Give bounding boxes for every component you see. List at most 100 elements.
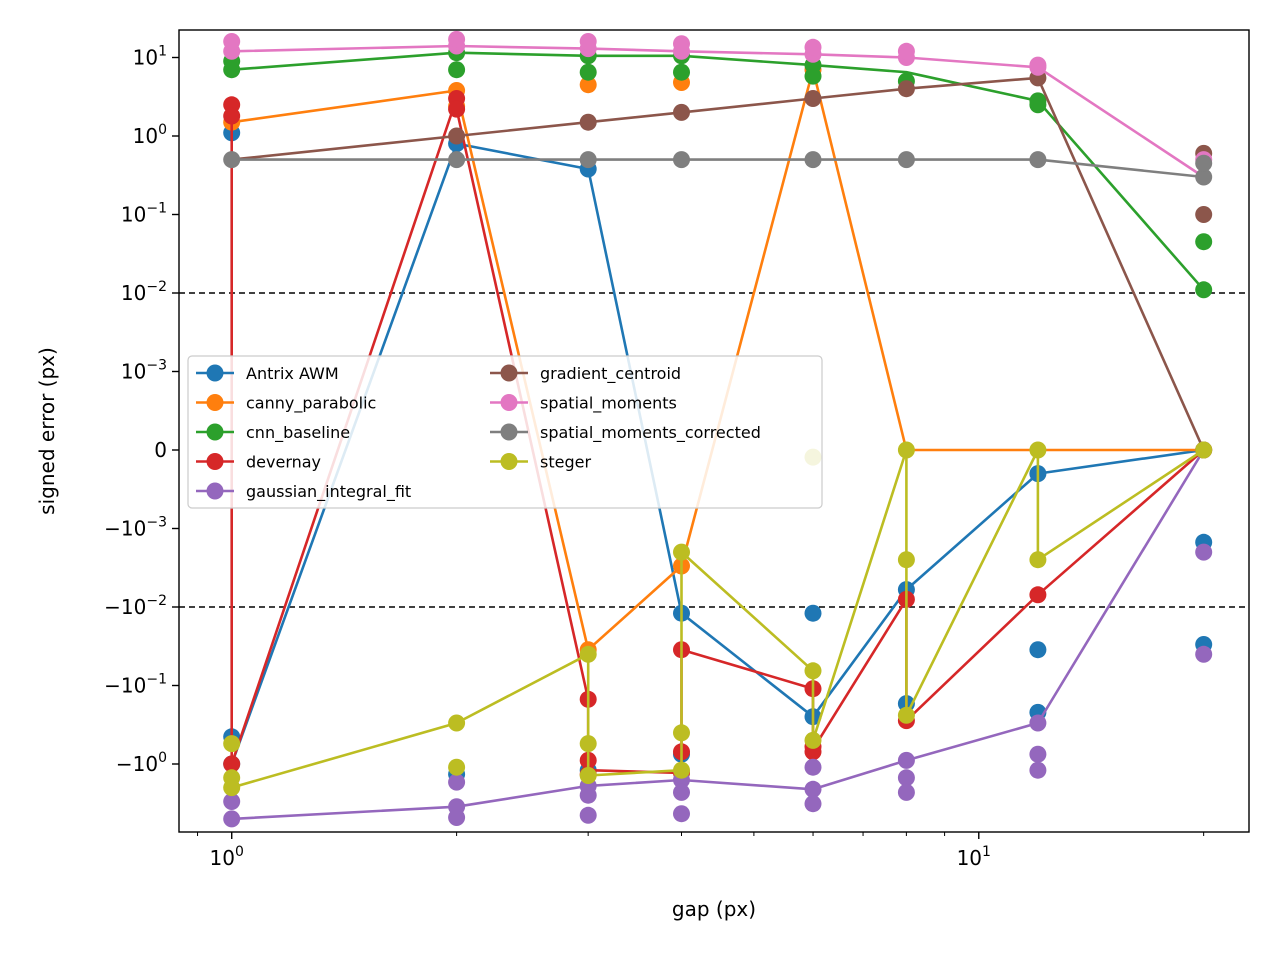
data-point [673, 103, 690, 121]
legend-item: spatial_moments_corrected [490, 423, 761, 443]
legend-marker [206, 482, 224, 500]
data-point [579, 63, 597, 81]
legend-label: spatial_moments [540, 394, 677, 414]
data-point [673, 783, 690, 801]
series-line [231, 76, 1205, 451]
x-axis-title: gap (px) [672, 897, 756, 921]
data-point [897, 42, 915, 60]
data-point [897, 80, 915, 98]
data-point [673, 805, 690, 823]
data-point [448, 100, 466, 118]
data-point [673, 761, 690, 779]
data-point [673, 63, 690, 81]
legend-item: devernay [196, 453, 321, 472]
data-point [804, 795, 822, 813]
legend-marker [500, 364, 518, 382]
data-point [223, 755, 241, 773]
data-point [1029, 551, 1047, 569]
data-point [223, 33, 241, 50]
data-point [804, 151, 822, 169]
legend-marker [500, 453, 518, 470]
data-point [1195, 154, 1213, 172]
legend-label: gradient_centroid [540, 364, 681, 384]
data-point [804, 604, 822, 622]
data-point [448, 758, 466, 776]
legend-item: canny_parabolic [196, 394, 376, 414]
data-point [1029, 586, 1047, 604]
plot-area [178, 29, 1250, 833]
data-point [1029, 441, 1047, 459]
data-point [448, 30, 466, 48]
legend-marker [206, 394, 224, 411]
data-point [579, 76, 597, 94]
plot-frame [178, 29, 1250, 833]
legend-marker [206, 453, 224, 470]
data-point [448, 714, 466, 732]
data-point [579, 806, 597, 824]
data-point [223, 151, 241, 169]
data-point [223, 735, 241, 753]
data-point [1195, 206, 1213, 223]
series-line [231, 158, 1204, 179]
data-point [579, 33, 597, 50]
legend-marker [206, 364, 224, 382]
legend-label: gaussian_integral_fit [246, 482, 411, 502]
data-point [1029, 714, 1047, 732]
y-tick-label: 0 [154, 438, 167, 462]
data-point [223, 779, 241, 797]
data-point [579, 151, 597, 169]
series [223, 449, 1213, 828]
data-point [448, 61, 466, 79]
data-point [673, 724, 690, 742]
data-point [673, 35, 690, 53]
data-point [1195, 168, 1213, 186]
data-point [673, 543, 690, 561]
data-point [1029, 92, 1047, 110]
legend-item: gradient_centroid [490, 364, 681, 384]
data-point [448, 773, 466, 791]
data-point [1029, 745, 1047, 763]
legend-item: cnn_baseline [196, 423, 350, 443]
series [223, 441, 1213, 797]
data-point [804, 758, 822, 776]
data-point [223, 107, 241, 125]
legend-label: devernay [246, 453, 321, 472]
y-tick-label: −10−1 [104, 672, 167, 698]
data-point [1029, 641, 1047, 659]
data-point [897, 769, 915, 787]
data-point [448, 809, 466, 826]
legend-item: Antrix AWM [196, 364, 339, 383]
series [223, 151, 1213, 186]
legend: Antrix AWM canny_parabolic cnn_baselinedev… [187, 355, 823, 509]
legend-item: gaussian_integral_fit [196, 482, 411, 502]
data-point [897, 751, 915, 769]
y-axis-title: signed error (px) [35, 347, 59, 515]
data-point [579, 767, 597, 784]
data-point [673, 151, 690, 169]
legend-item: spatial_moments [490, 394, 677, 414]
data-point [223, 810, 241, 828]
legend-label: Antrix AWM [246, 364, 339, 383]
data-point [223, 793, 241, 810]
data-point [897, 441, 915, 459]
series-line [231, 44, 1205, 179]
data-point [804, 780, 822, 798]
data-point [448, 127, 466, 145]
data-point [1029, 761, 1047, 779]
data-point [448, 151, 466, 169]
legend-label: cnn_baseline [246, 423, 350, 443]
data-point [1195, 233, 1213, 251]
legend-marker [500, 423, 518, 441]
data-point [1195, 441, 1213, 459]
data-point [579, 786, 597, 804]
series-layer [223, 30, 1213, 828]
data-point [804, 731, 822, 749]
data-point [897, 706, 915, 724]
y-tick-label: −100 [116, 750, 167, 776]
legend-label: spatial_moments_corrected [540, 423, 761, 443]
data-point [579, 645, 597, 663]
series [223, 30, 1213, 179]
data-point [1195, 281, 1213, 299]
series-line [231, 449, 1205, 821]
